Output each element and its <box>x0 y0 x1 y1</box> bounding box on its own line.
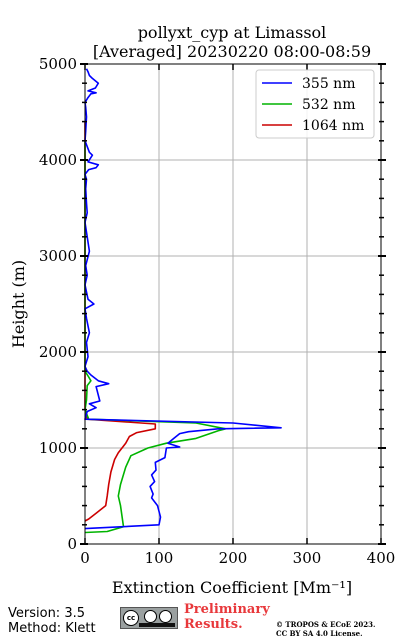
cc-logo-icon: cc <box>123 610 139 626</box>
legend-label: 532 nm <box>302 97 355 113</box>
series-layer <box>84 68 282 534</box>
sa-icon <box>159 610 172 623</box>
preliminary-results-note: Preliminary Results. <box>184 602 270 632</box>
legend-label: 1064 nm <box>302 118 364 134</box>
x-tick-label: 0 <box>80 549 90 567</box>
x-tick-label: 400 <box>367 549 396 567</box>
x-tick-label: 100 <box>145 549 174 567</box>
copyright-line-2: CC BY SA 4.0 License. <box>276 629 363 638</box>
version-text: Version: 3.5 <box>8 606 85 621</box>
x-tick-label: 300 <box>293 549 322 567</box>
legend: 355 nm 532 nm 1064 nm <box>255 69 375 139</box>
chart-title: pollyxt_cyp at Limassol <box>138 23 327 42</box>
x-tick-label: 200 <box>219 549 248 567</box>
by-icon <box>144 610 157 623</box>
method-text: Method: Klett <box>8 621 96 636</box>
series-line-1064-nm <box>84 121 157 522</box>
y-tick-label: 5000 <box>39 55 77 73</box>
copyright-note: © TROPOS & ECoE 2023. CC BY SA 4.0 Licen… <box>276 620 375 638</box>
y-tick-label: 3000 <box>39 247 77 265</box>
y-tick-label: 0 <box>67 535 77 553</box>
license-strip <box>139 623 175 627</box>
y-tick-label: 1000 <box>39 439 77 457</box>
copyright-line-1: © TROPOS & ECoE 2023. <box>276 620 376 629</box>
series-line-532-nm <box>84 140 227 534</box>
preliminary-line-2: Results. <box>184 617 243 632</box>
y-tick-label: 4000 <box>39 151 77 169</box>
preliminary-line-1: Preliminary <box>184 602 270 617</box>
y-tick-label: 2000 <box>39 343 77 361</box>
cc-license-badge-icon: cc <box>120 607 178 629</box>
chart-subtitle: [Averaged] 20230220 08:00-08:59 <box>93 42 371 61</box>
y-axis-label: Height (m) <box>9 260 28 348</box>
legend-box <box>255 69 375 139</box>
footer-info: Version: 3.5 Method: Klett <box>8 606 96 636</box>
series-line-355-nm <box>84 68 282 530</box>
legend-label: 355 nm <box>302 76 355 92</box>
plot-frame <box>84 63 382 545</box>
x-axis-label: Extinction Coefficient [Mm⁻¹] <box>112 578 352 597</box>
